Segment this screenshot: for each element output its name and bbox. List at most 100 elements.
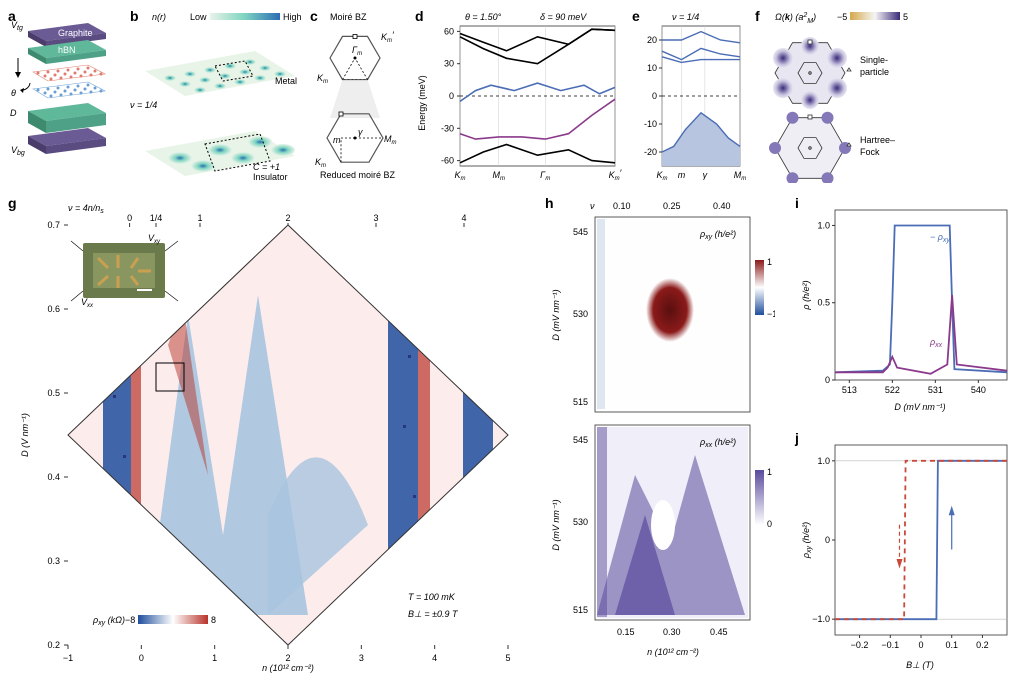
svg-text:515: 515 [573, 397, 588, 407]
svg-text:Insulator: Insulator [253, 172, 288, 182]
svg-text:4: 4 [432, 653, 437, 663]
svg-text:513: 513 [842, 385, 857, 395]
svg-text:3: 3 [373, 213, 378, 223]
panel-c-label: c [310, 8, 318, 24]
svg-text:0: 0 [767, 519, 772, 529]
svg-text:Hartree–: Hartree– [860, 135, 895, 145]
svg-text:0: 0 [127, 213, 132, 223]
svg-text:ν = 1/4: ν = 1/4 [672, 12, 699, 22]
svg-text:γ: γ [703, 170, 708, 180]
qah-blob [646, 278, 694, 342]
svg-text:θ: θ [11, 88, 16, 98]
density-surfaces: n(r) Low High Metal ν = 1/4 [130, 8, 305, 183]
svg-text:T = 100 mK: T = 100 mK [408, 592, 456, 602]
svg-text:8: 8 [211, 615, 216, 625]
svg-text:2: 2 [285, 213, 290, 223]
svg-text:γ: γ [358, 127, 363, 137]
rhoxx-map [597, 427, 748, 618]
svg-text:Km: Km [315, 157, 326, 169]
hysteresis-j: −1.001.0−0.2−0.100.10.2 ρxy (h/e²) B⊥ (T… [795, 430, 1017, 675]
svg-text:Moiré BZ: Moiré BZ [330, 12, 367, 22]
svg-text:Fock: Fock [860, 147, 880, 157]
svg-text:−0.1: −0.1 [881, 640, 899, 650]
colorbar-h-bot [755, 470, 764, 525]
svg-text:515: 515 [573, 605, 588, 615]
svg-text:545: 545 [573, 435, 588, 445]
svg-text:10: 10 [647, 63, 657, 73]
panel-g: g ν = 4n/ns 01/41234 [8, 195, 528, 675]
svg-text:n (10¹² cm⁻²): n (10¹² cm⁻²) [262, 663, 314, 673]
svg-text:545: 545 [573, 227, 588, 237]
svg-text:Ω(k) (a2M): Ω(k) (a2M) [775, 12, 816, 25]
svg-text:0: 0 [449, 91, 454, 101]
colorbar-f [850, 12, 900, 20]
svg-text:Mm: Mm [734, 170, 747, 182]
panel-c: c Moiré BZ Γm Km′ Km γ Mm Km m [310, 8, 405, 183]
svg-text:ρ (h/e²): ρ (h/e²) [801, 280, 811, 310]
svg-text:0.15: 0.15 [617, 627, 635, 637]
svg-text:531: 531 [928, 385, 943, 395]
svg-text:Vbg: Vbg [11, 145, 25, 157]
svg-text:1: 1 [212, 653, 217, 663]
svg-text:0: 0 [918, 640, 923, 650]
brillouin-zone: Moiré BZ Γm Km′ Km γ Mm Km m Redu [310, 8, 405, 183]
svg-text:n(r): n(r) [152, 12, 166, 22]
svg-text:1: 1 [767, 257, 772, 267]
svg-text:hBN: hBN [58, 45, 76, 55]
panel-f-label: f [755, 8, 760, 24]
svg-text:-10: -10 [644, 119, 657, 129]
svg-text:θ = 1.50°: θ = 1.50° [465, 12, 502, 22]
panel-d-label: d [415, 8, 424, 24]
svg-text:m: m [678, 170, 686, 180]
svg-text:particle: particle [860, 67, 889, 77]
zoom-maps: ν 0.10 0.25 0.40 ρxy (h/e²) 1 −1 545 530… [545, 195, 775, 675]
svg-text:0: 0 [825, 535, 830, 545]
svg-text:Mm: Mm [493, 170, 506, 182]
svg-text:5: 5 [903, 12, 908, 22]
svg-text:530: 530 [573, 309, 588, 319]
svg-text:30: 30 [444, 59, 454, 69]
svg-text:1: 1 [197, 213, 202, 223]
band-structure-e: ν = 1/4 -20-1001020KmmγMm [632, 8, 747, 183]
metal-surface [145, 51, 295, 96]
svg-text:Km: Km [656, 170, 667, 182]
linecut-i: − ρxyρxx00.51.0513522531540 ρ (h/e²) D (… [795, 195, 1017, 415]
panel-a-label: a [8, 8, 16, 24]
svg-text:522: 522 [885, 385, 900, 395]
svg-text:C = +1: C = +1 [253, 162, 280, 172]
svg-text:D (V nm⁻¹): D (V nm⁻¹) [20, 413, 30, 457]
svg-text:0.5: 0.5 [47, 388, 60, 398]
svg-text:4: 4 [461, 213, 466, 223]
svg-text:0: 0 [652, 91, 657, 101]
svg-text:Graphite: Graphite [58, 28, 93, 38]
svg-text:530: 530 [573, 517, 588, 527]
svg-text:D (mV nm⁻¹): D (mV nm⁻¹) [894, 402, 945, 412]
svg-text:0.1: 0.1 [945, 640, 958, 650]
svg-text:m: m [333, 135, 341, 145]
red-lattice [33, 65, 105, 81]
svg-text:B⊥ = ±0.9 T: B⊥ = ±0.9 T [408, 609, 459, 619]
colorbar-b [210, 13, 280, 20]
blue-lattice [33, 82, 105, 98]
svg-text:δ = 90 meV: δ = 90 meV [540, 12, 587, 22]
svg-text:ν = 1/4: ν = 1/4 [130, 100, 157, 110]
berry-curvature: Ω(k) (a2M) −5 5 Single- particle [755, 8, 1015, 183]
svg-text:0: 0 [825, 375, 830, 385]
panel-b: b n(r) Low High Metal ν = 1/4 [130, 8, 305, 183]
svg-text:1.0: 1.0 [817, 456, 830, 466]
svg-text:5: 5 [505, 653, 510, 663]
band-structure-d: θ = 1.50° δ = 90 meV -60-3003060KmMmΓmKm… [415, 8, 625, 183]
panel-h: h ν 0.10 0.25 0.40 ρxy (h/e²) 1 −1 545 5… [545, 195, 775, 675]
svg-text:−0.2: −0.2 [851, 640, 869, 650]
panel-b-label: b [130, 8, 139, 24]
svg-text:−8: −8 [125, 615, 135, 625]
svg-text:0.45: 0.45 [710, 627, 728, 637]
svg-text:0.2: 0.2 [47, 640, 60, 650]
svg-text:0.6: 0.6 [47, 304, 60, 314]
svg-text:−1.0: −1.0 [812, 614, 830, 624]
phase-diagram: ν = 4n/ns 01/41234 [8, 195, 528, 675]
svg-text:ρxy (kΩ): ρxy (kΩ) [92, 615, 125, 627]
svg-text:ν = 4n/ns: ν = 4n/ns [68, 203, 104, 215]
svg-text:ν: ν [590, 201, 595, 211]
svg-text:0.3: 0.3 [47, 556, 60, 566]
